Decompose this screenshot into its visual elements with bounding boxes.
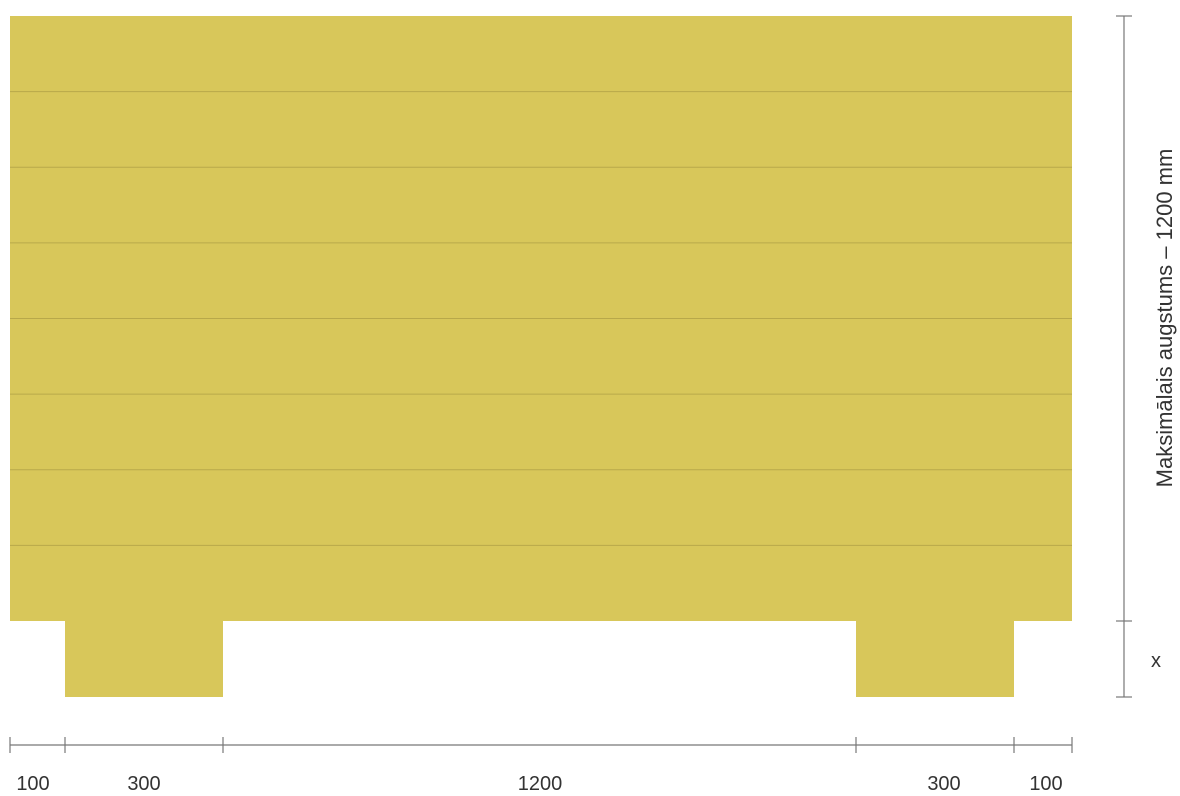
dim-label-left-foot: 300 [127,773,160,795]
right-dimension-line: Maksimālais augstums – 1200 mm x [1116,15,1177,698]
dim-label-right-foot: 300 [927,773,960,795]
plank-lines [10,91,1072,546]
left-foot-block [65,621,223,697]
dim-label-right-margin: 100 [1029,773,1062,795]
gap-x-label: x [1151,650,1161,672]
right-foot-block [856,621,1014,697]
max-height-label: Maksimālais augstums – 1200 mm [1152,149,1177,488]
dim-label-left-margin: 100 [16,773,49,795]
dim-label-center-span: 1200 [518,773,563,795]
plank-stack [10,16,1072,621]
bottom-dimension-line: 100 300 1200 300 100 [9,737,1073,795]
